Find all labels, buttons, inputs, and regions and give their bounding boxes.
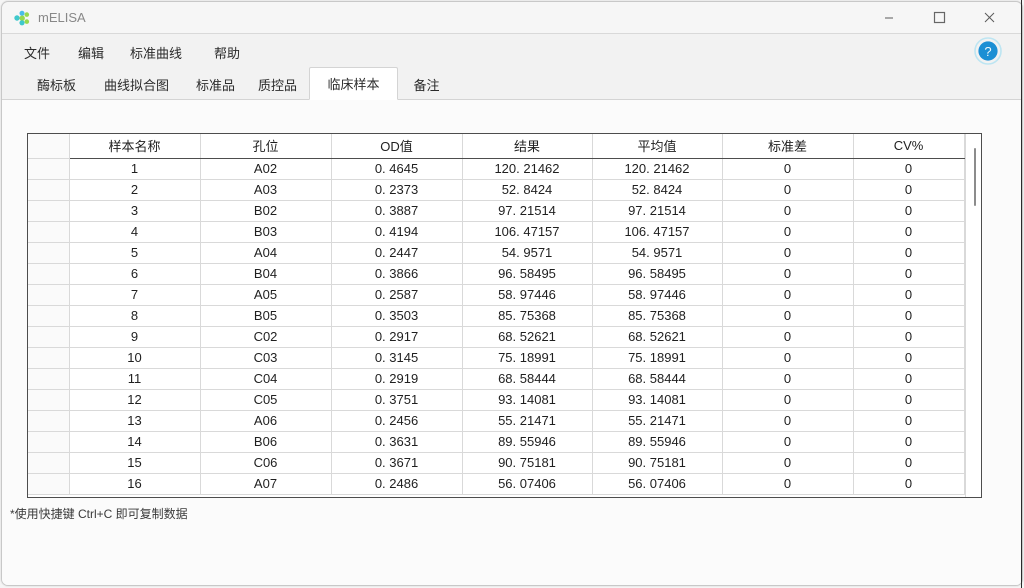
svg-text:?: ? xyxy=(984,44,991,59)
